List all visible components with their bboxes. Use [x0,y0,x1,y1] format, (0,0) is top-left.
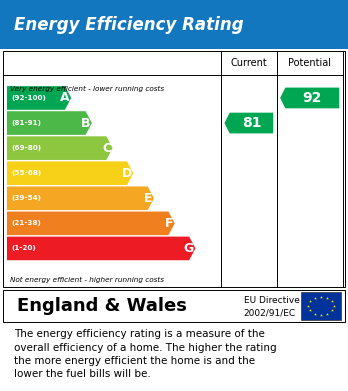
Text: 81: 81 [242,116,261,130]
Text: 92: 92 [303,91,322,105]
Polygon shape [7,187,154,210]
Text: Not energy efficient - higher running costs: Not energy efficient - higher running co… [10,277,165,283]
Text: Potential: Potential [288,58,331,68]
Text: F: F [165,217,173,230]
Text: The energy efficiency rating is a measure of the
overall efficiency of a home. T: The energy efficiency rating is a measur… [14,329,277,379]
Text: A: A [60,91,70,104]
Text: (1-20): (1-20) [11,246,36,251]
Polygon shape [7,212,175,235]
Text: E: E [144,192,153,205]
Text: (55-68): (55-68) [11,170,41,176]
Text: (92-100): (92-100) [11,95,46,101]
Text: England & Wales: England & Wales [17,297,187,315]
Text: D: D [122,167,132,180]
Bar [301,292,341,320]
Text: (81-91): (81-91) [11,120,41,126]
Text: Current: Current [230,58,267,68]
Text: (69-80): (69-80) [11,145,41,151]
Text: G: G [184,242,194,255]
Polygon shape [7,237,196,260]
Text: 2002/91/EC: 2002/91/EC [244,308,296,317]
Polygon shape [224,113,273,133]
Text: B: B [81,117,90,129]
Text: EU Directive: EU Directive [244,296,300,305]
Text: (39-54): (39-54) [11,195,41,201]
Text: Very energy efficient - lower running costs: Very energy efficient - lower running co… [10,86,165,91]
Polygon shape [7,111,92,135]
Text: (21-38): (21-38) [11,221,41,226]
Polygon shape [280,88,339,108]
Polygon shape [7,86,71,110]
Text: Energy Efficiency Rating: Energy Efficiency Rating [14,16,244,34]
Text: C: C [102,142,111,154]
Polygon shape [7,161,133,185]
Polygon shape [7,136,113,160]
